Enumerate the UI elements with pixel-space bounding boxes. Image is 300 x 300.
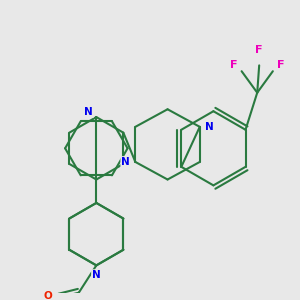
Text: F: F [255, 45, 263, 55]
Text: O: O [43, 291, 52, 300]
Text: N: N [84, 107, 93, 117]
Text: N: N [205, 122, 214, 132]
Text: N: N [92, 270, 101, 280]
Text: F: F [230, 60, 238, 70]
Text: F: F [277, 60, 284, 70]
Text: N: N [121, 157, 130, 167]
